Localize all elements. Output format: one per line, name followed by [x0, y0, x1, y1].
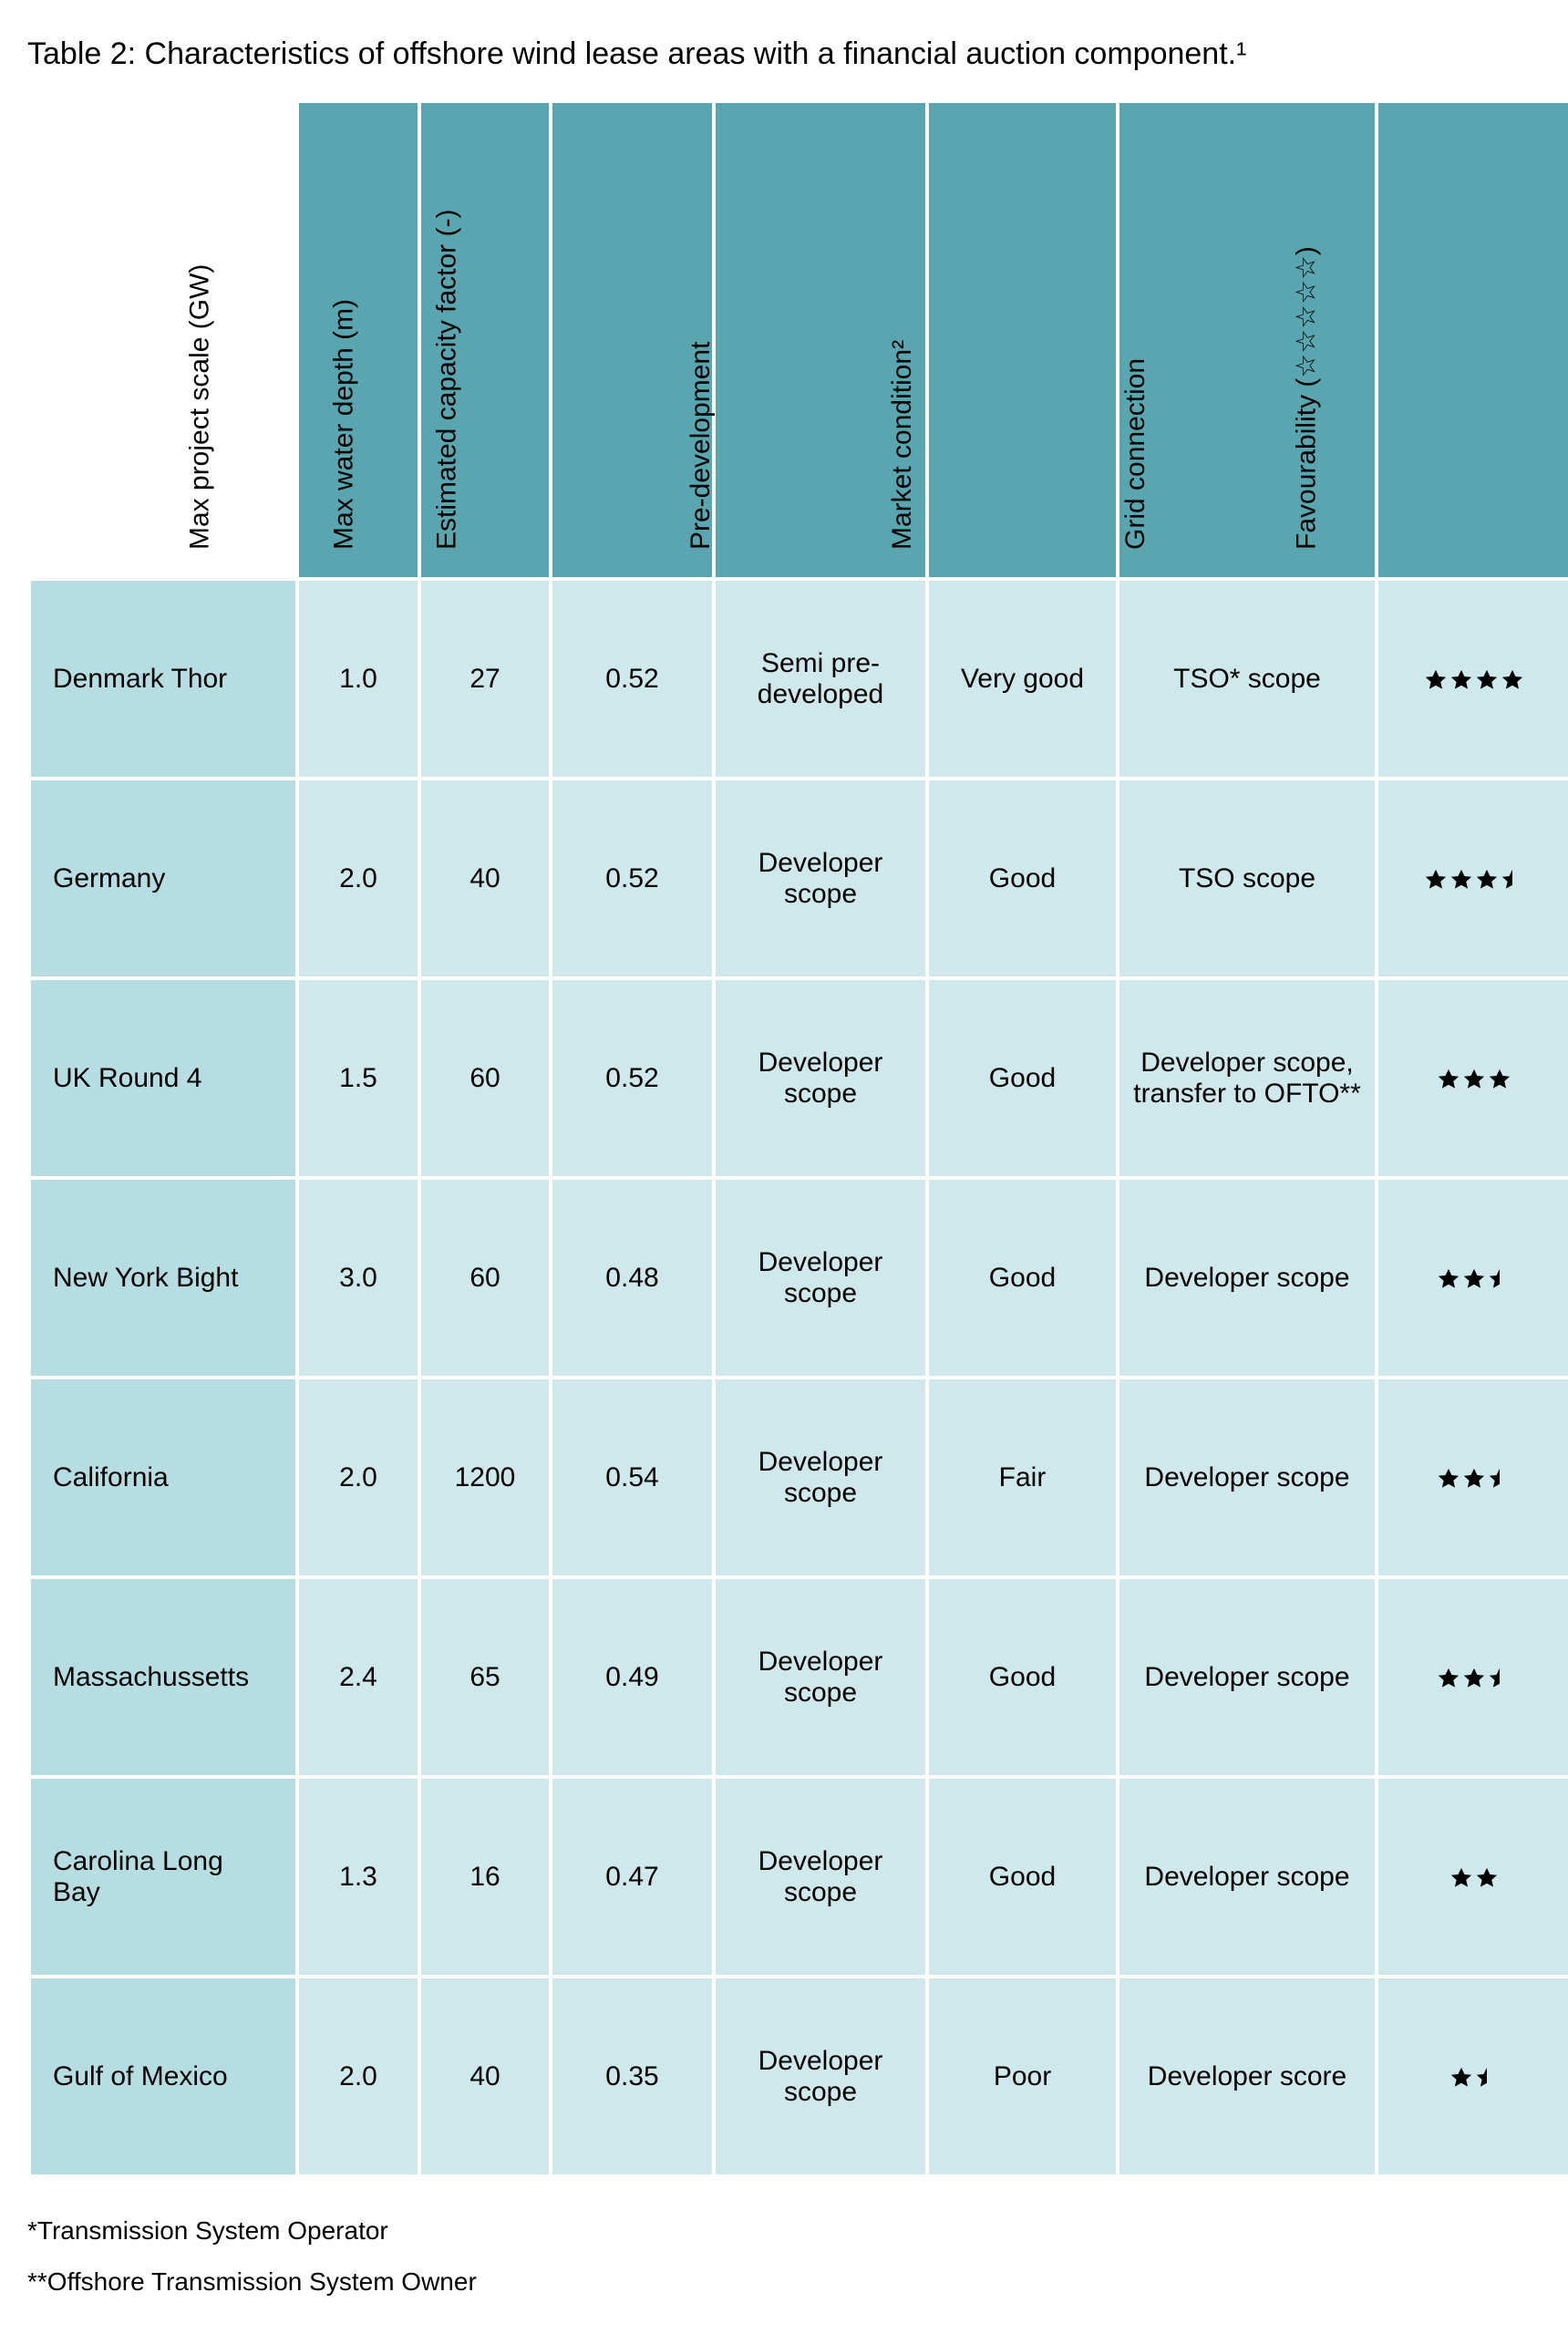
corner-cell [31, 103, 295, 577]
header-row: Max project scale (GW) Max water depth (… [31, 103, 1568, 577]
table-row: California 2.0 1200 0.54 Developer scope… [31, 1379, 1568, 1575]
cell-grid: Developer scope [1119, 1579, 1375, 1775]
cell-depth: 16 [421, 1779, 549, 1975]
cell-fav [1378, 1779, 1568, 1975]
cell-fav [1378, 1180, 1568, 1376]
cell-scale: 2.0 [299, 1379, 418, 1575]
cell-depth: 1200 [421, 1379, 549, 1575]
row-name: UK Round 4 [31, 980, 295, 1176]
star-rating [1436, 1662, 1512, 1692]
star-rating [1436, 1263, 1512, 1293]
row-name: California [31, 1379, 295, 1575]
cell-depth: 65 [421, 1579, 549, 1775]
cell-predev: Developer scope [716, 1779, 925, 1975]
cell-cf: 0.48 [552, 1180, 712, 1376]
table-row: Denmark Thor 1.0 27 0.52 Semi pre-develo… [31, 581, 1568, 777]
star-rating [1423, 664, 1525, 694]
footnote: **Offshore Transmission System Owner [27, 2256, 1541, 2308]
cell-scale: 1.3 [299, 1779, 418, 1975]
cell-market: Good [929, 1180, 1116, 1376]
row-name: Carolina Long Bay [31, 1779, 295, 1975]
cell-grid: TSO scope [1119, 780, 1375, 976]
cell-grid: Developer scope, transfer to OFTO** [1119, 980, 1375, 1176]
cell-predev: Developer scope [716, 1180, 925, 1376]
cell-depth: 40 [421, 1978, 549, 2174]
cell-scale: 1.5 [299, 980, 418, 1176]
cell-scale: 2.0 [299, 1978, 418, 2174]
cell-depth: 27 [421, 581, 549, 777]
cell-predev: Developer scope [716, 780, 925, 976]
table-row: Gulf of Mexico 2.0 40 0.35 Developer sco… [31, 1978, 1568, 2174]
cell-predev: Developer scope [716, 1379, 925, 1575]
cell-scale: 3.0 [299, 1180, 418, 1376]
cell-predev: Developer scope [716, 1978, 925, 2174]
cell-grid: TSO* scope [1119, 581, 1375, 777]
footnote: *Transmission System Operator [27, 2205, 1541, 2256]
cell-cf: 0.49 [552, 1579, 712, 1775]
cell-scale: 2.4 [299, 1579, 418, 1775]
cell-cf: 0.52 [552, 980, 712, 1176]
table-row: UK Round 4 1.5 60 0.52 Developer scope G… [31, 980, 1568, 1176]
table-title: Table 2: Characteristics of offshore win… [27, 36, 1541, 72]
cell-cf: 0.35 [552, 1978, 712, 2174]
cell-predev: Developer scope [716, 980, 925, 1176]
table-row: Carolina Long Bay 1.3 16 0.47 Developer … [31, 1779, 1568, 1975]
col-fav: Favourability (☆☆☆☆☆) [1378, 103, 1568, 577]
star-rating [1436, 1063, 1512, 1093]
cell-fav [1378, 1978, 1568, 2174]
cell-market: Good [929, 1579, 1116, 1775]
cell-grid: Developer scope [1119, 1180, 1375, 1376]
cell-cf: 0.52 [552, 581, 712, 777]
row-name: Denmark Thor [31, 581, 295, 777]
cell-scale: 1.0 [299, 581, 418, 777]
cell-market: Fair [929, 1379, 1116, 1575]
star-rating [1449, 2061, 1500, 2091]
cell-market: Good [929, 1779, 1116, 1975]
lease-areas-table: Max project scale (GW) Max water depth (… [27, 99, 1568, 2178]
table-row: New York Bight 3.0 60 0.48 Developer sco… [31, 1180, 1568, 1376]
table-row: Massachussetts 2.4 65 0.49 Developer sco… [31, 1579, 1568, 1775]
cell-fav [1378, 1379, 1568, 1575]
cell-scale: 2.0 [299, 780, 418, 976]
cell-depth: 60 [421, 1180, 549, 1376]
cell-fav [1378, 581, 1568, 777]
cell-market: Poor [929, 1978, 1116, 2174]
row-name: New York Bight [31, 1180, 295, 1376]
footnotes: *Transmission System Operator **Offshore… [27, 2205, 1541, 2308]
cell-depth: 40 [421, 780, 549, 976]
col-grid: Grid connection [1119, 103, 1375, 577]
cell-predev: Developer scope [716, 1579, 925, 1775]
cell-cf: 0.52 [552, 780, 712, 976]
row-name: Germany [31, 780, 295, 976]
cell-depth: 60 [421, 980, 549, 1176]
cell-fav [1378, 780, 1568, 976]
cell-fav [1378, 1579, 1568, 1775]
cell-market: Good [929, 980, 1116, 1176]
col-market: Market condition² [929, 103, 1116, 577]
cell-grid: Developer score [1119, 1978, 1375, 2174]
star-rating [1449, 1862, 1500, 1892]
cell-market: Very good [929, 581, 1116, 777]
row-name: Massachussetts [31, 1579, 295, 1775]
cell-grid: Developer scope [1119, 1779, 1375, 1975]
table-row: Germany 2.0 40 0.52 Developer scope Good… [31, 780, 1568, 976]
cell-cf: 0.47 [552, 1779, 712, 1975]
cell-grid: Developer scope [1119, 1379, 1375, 1575]
star-rating [1436, 1462, 1512, 1492]
cell-predev: Semi pre-developed [716, 581, 925, 777]
cell-market: Good [929, 780, 1116, 976]
row-name: Gulf of Mexico [31, 1978, 295, 2174]
cell-cf: 0.54 [552, 1379, 712, 1575]
cell-fav [1378, 980, 1568, 1176]
star-rating [1423, 863, 1525, 893]
